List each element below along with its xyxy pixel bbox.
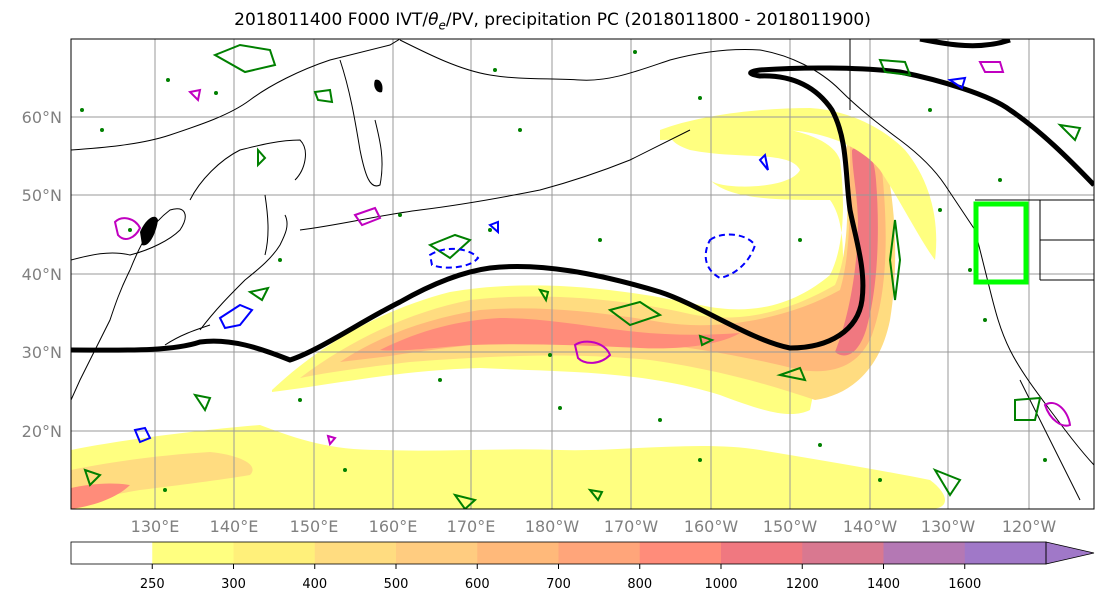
colorbar-swatch [71,542,153,564]
green-contours [83,43,1082,509]
lon-label: 150°E [290,517,339,536]
lat-labels: 20°N 30°N 40°N 50°N 60°N [22,108,62,441]
colorbar-level-label: 1600 [948,577,981,592]
figure-title: 2018011400 F000 IVT/θe/PV, precipitation… [0,10,1105,32]
lon-label: 160°E [369,517,418,536]
map-frame [70,38,1095,510]
coast-asia [71,39,401,151]
coast-japan [199,214,288,331]
us-states [1039,200,1094,281]
coast-korea-china [71,208,186,401]
colorbar-swatch [152,542,234,564]
colorbar-level-label: 500 [384,577,409,592]
colorbar-swatch [802,542,884,564]
colorbar-swatch [396,542,478,564]
colorbar-level-label: 700 [546,577,571,592]
ivt-plume-core-east [835,146,878,356]
colorbar-level-label: 800 [627,577,652,592]
lat-label: 20°N [22,422,62,441]
title-theta: θ [428,10,439,30]
ivt-plume-main-4 [380,318,740,351]
colorbar-swatch [964,542,1047,564]
lon-label: 160°W [684,517,739,536]
pv-blob-2 [140,216,158,246]
colorbar-level-label: 250 [140,577,165,592]
colorbar-swatch [314,542,397,564]
lon-label: 150°W [763,517,818,536]
lon-label: 130°E [131,517,180,536]
lat-label: 60°N [22,108,62,127]
canada-border [849,39,1094,201]
green-dots [80,50,1047,492]
coast-baja [1019,379,1081,501]
colorbar-level-label: 400 [302,577,327,592]
pv-contour-north [919,39,1011,49]
ivt-plume-south [71,425,945,509]
colorbar: 250 300 400 500 600 700 800 1000 1200 1400 1600 [70,541,1095,592]
lon-label: 180°W [525,517,580,536]
colorbar-level-label: 600 [465,577,490,592]
lat-label: 40°N [22,265,62,284]
ivt-plume-south-3 [71,483,130,509]
colorbar-swatch [233,542,316,564]
coast-alaska [399,39,976,231]
coast-okhotsk [189,139,306,201]
title-prefix: 2018011400 F000 IVT/ [234,10,429,30]
colorbar-swatch [477,542,559,564]
colorbar-swatch [558,542,641,564]
lat-label: 30°N [22,343,62,362]
coast-japan-south [164,324,211,346]
colorbar-level-label: 300 [221,577,246,592]
lon-label: 130°W [921,517,976,536]
colorbar-swatch [721,542,803,564]
colorbar-level-label: 1000 [704,577,737,592]
blue-contours [133,76,967,444]
ivt-plume-north [660,108,937,260]
lon-label: 170°W [604,517,659,536]
pv-blob-1 [374,79,383,93]
lat-label: 50°N [22,186,62,205]
ivt-plume-main-3 [340,135,886,372]
colorbar-extend-arrow [1045,541,1095,565]
pv-contour [71,65,1094,363]
lon-label: 120°W [1002,517,1057,536]
coast-aleutians [299,129,691,231]
magenta-contours [113,61,1072,447]
colorbar-swatch [639,542,722,564]
colorbar-level-label: 1200 [786,577,819,592]
lon-label: 140°W [843,517,898,536]
coast-west-us [974,229,1094,466]
title-theta-sub: e [438,18,446,33]
coast-sakhalin [264,194,269,256]
coast-kamchatka [339,59,383,187]
coastlines [71,39,1094,501]
title-suffix: /PV, precipitation PC (2018011800 - 2018… [445,10,871,30]
colorbar-swatches [71,542,1047,564]
colorbar-level-label: 1400 [867,577,900,592]
map-area [71,39,1094,509]
colorbar-labels: 250 300 400 500 600 700 800 1000 1200 1400 1600 [140,564,981,592]
lon-label: 170°E [447,517,496,536]
colorbar-swatch [883,542,966,564]
lon-label: 140°E [210,517,259,536]
target-region-box [973,201,1029,285]
lon-labels: 130°E 140°E 150°E 160°E 170°E 180°W 170°… [131,517,1057,536]
